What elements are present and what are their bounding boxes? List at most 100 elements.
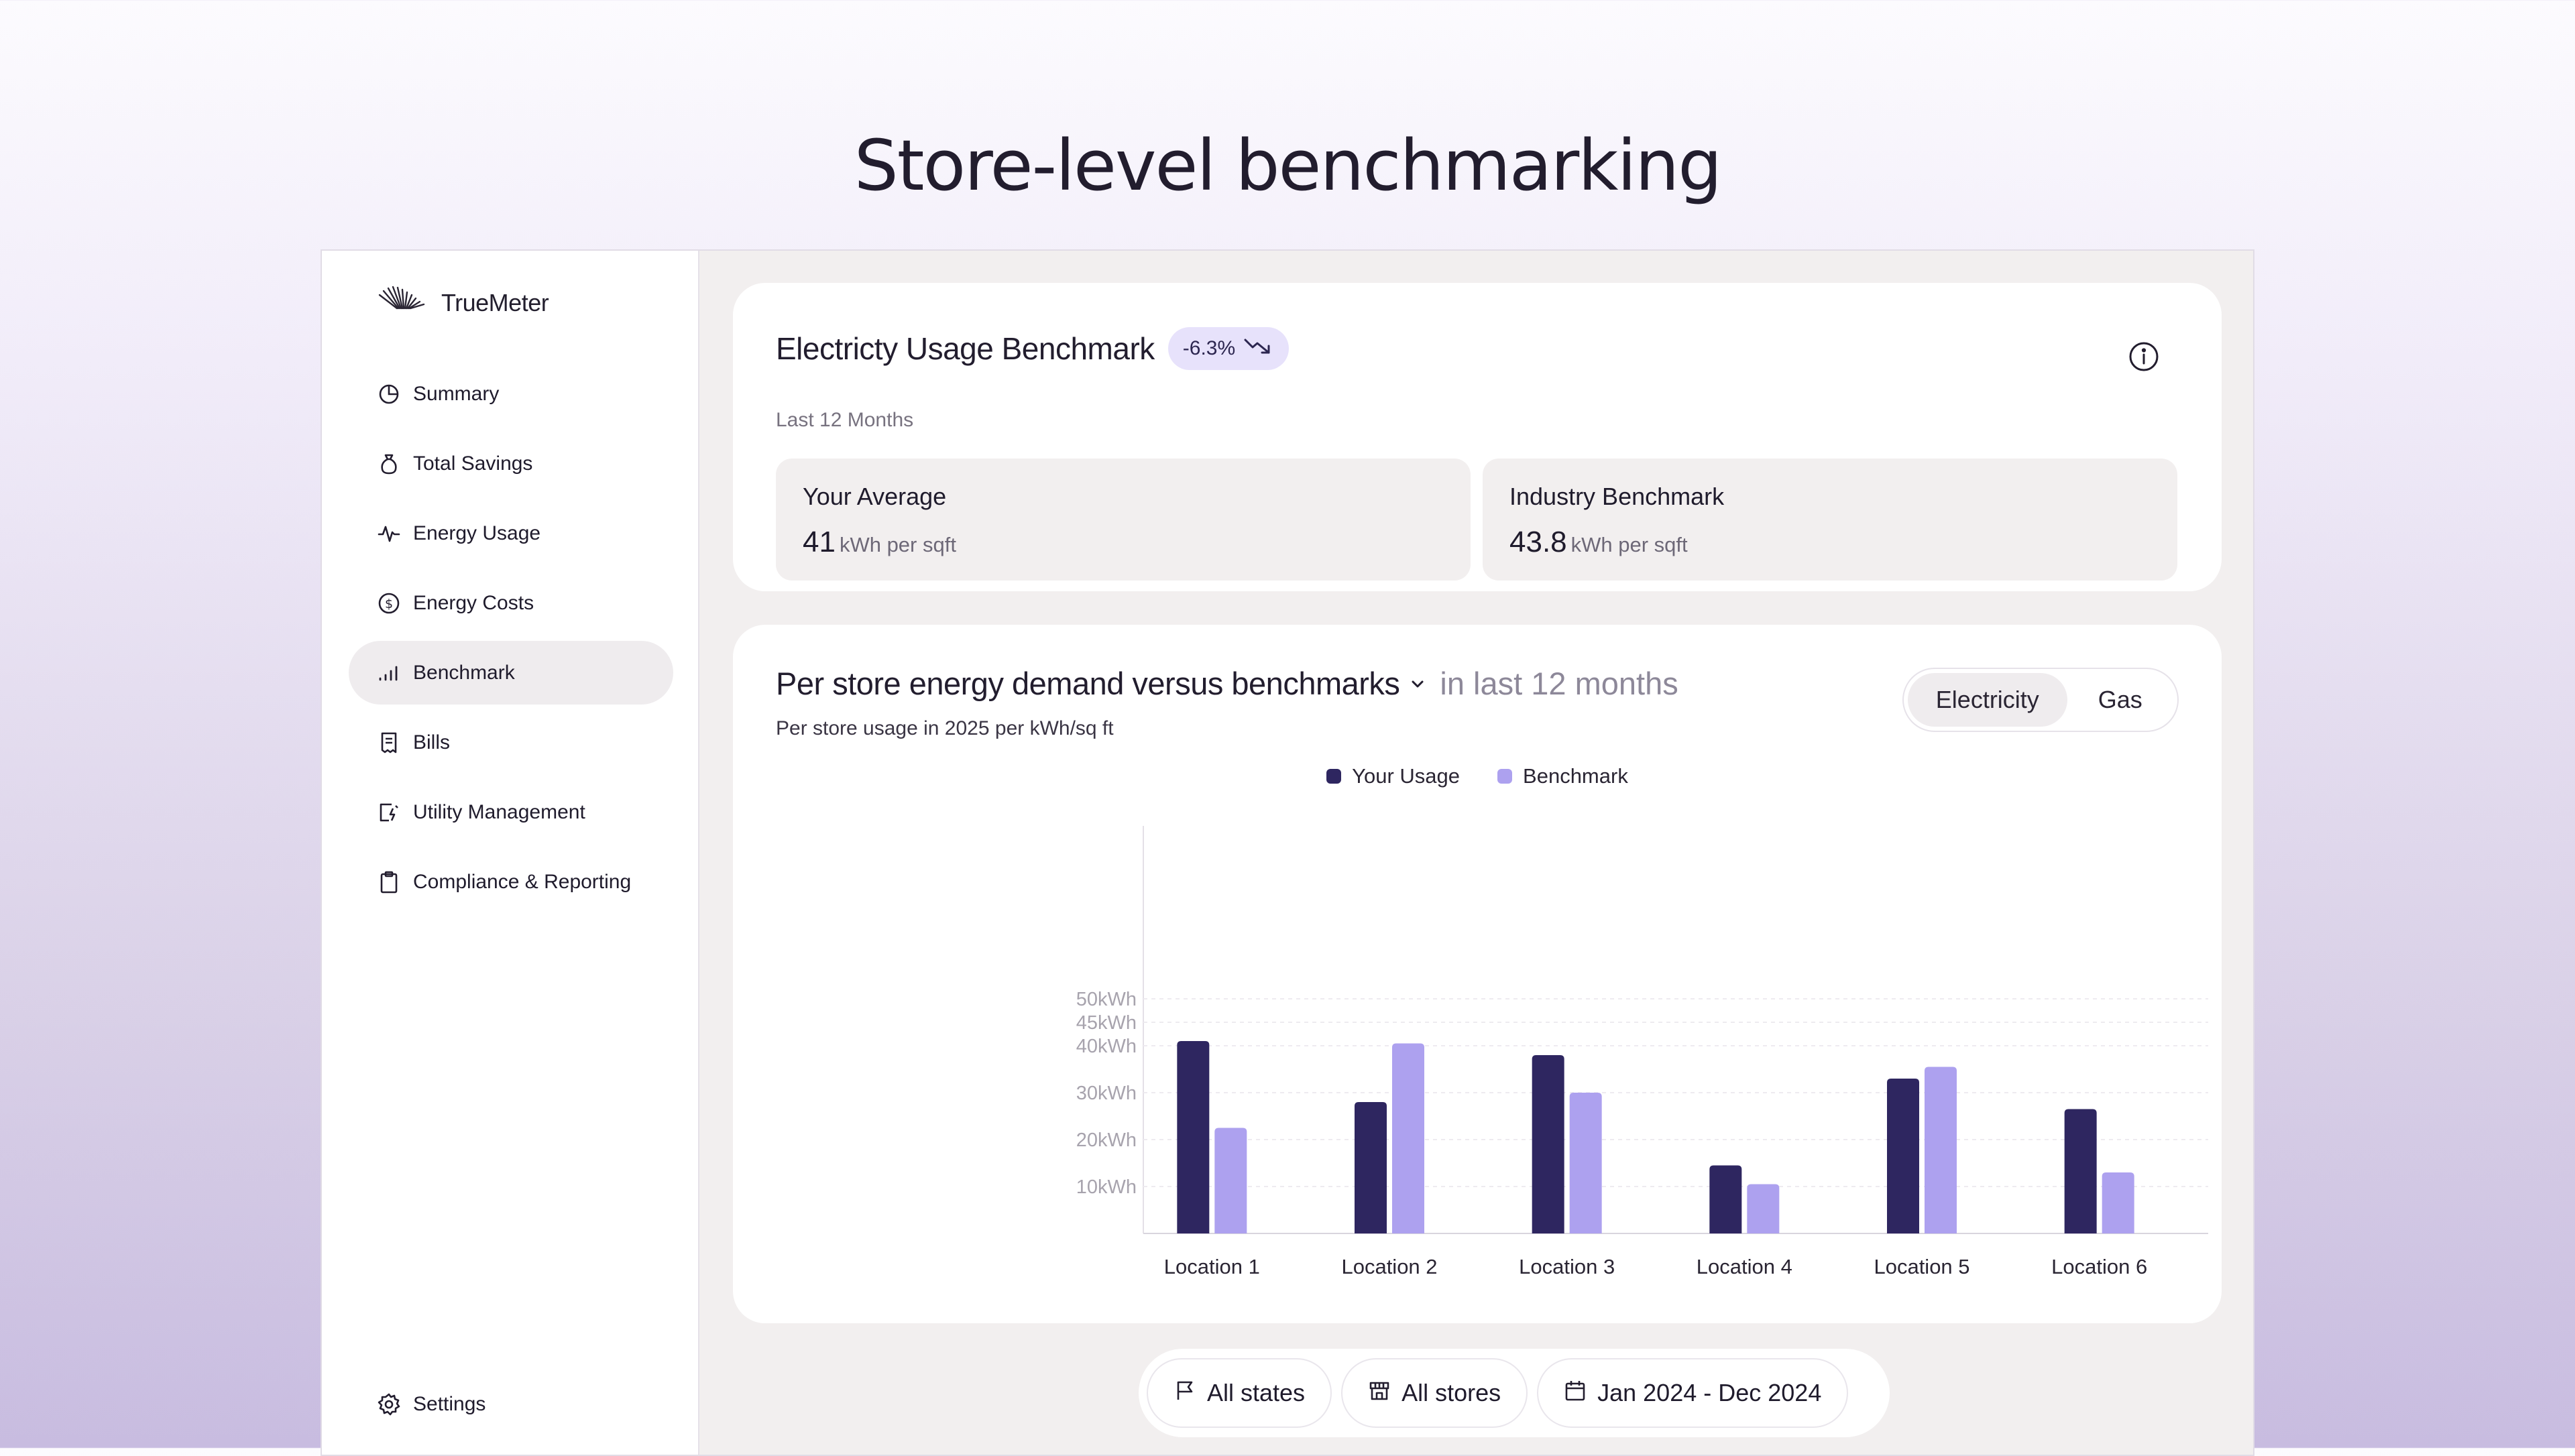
your-average-label: Your Average (803, 483, 947, 510)
legend-swatch (1326, 769, 1342, 784)
change-value: -6.3% (1182, 337, 1236, 359)
chart-period: in last 12 months (1440, 666, 1678, 701)
bar-benchmark[interactable] (1214, 1128, 1247, 1234)
x-tick-label: Location 2 (1341, 1255, 1437, 1278)
x-tick-label: Location 6 (2051, 1255, 2147, 1278)
bar-your-usage[interactable] (1709, 1165, 1742, 1234)
sidebar-item-label: Total Savings (413, 452, 533, 475)
energy-demand-chart-card: Per store energy demand versus benchmark… (733, 625, 2222, 1323)
card-title: Electricty Usage Benchmark (776, 331, 1155, 366)
bar-your-usage[interactable] (1177, 1041, 1210, 1233)
truemeter-logo[interactable]: TrueMeter (377, 286, 549, 320)
sidebar-item-label: Utility Management (413, 800, 585, 823)
states-filter-label: All states (1207, 1379, 1306, 1406)
sidebar-item-bills[interactable]: Bills (349, 711, 673, 774)
sidebar-item-compliance-reporting[interactable]: Compliance & Reporting (349, 850, 673, 914)
dollar-circle-icon: $ (377, 591, 401, 615)
your-average-stat: Your Average 41 kWh per sqft (776, 459, 1471, 581)
flag-icon (1174, 1379, 1207, 1408)
legend-label: Your Usage (1352, 764, 1461, 788)
sidebar-item-label: Energy Usage (413, 522, 541, 544)
sidebar: TrueMeter Summary Total Savings Energy U… (322, 251, 699, 1455)
legend-label: Benchmark (1523, 764, 1628, 788)
bar-your-usage[interactable] (1887, 1079, 1919, 1233)
card-subtitle: Last 12 Months (776, 409, 914, 431)
industry-benchmark-label: Industry Benchmark (1509, 483, 1725, 510)
bar-benchmark[interactable] (2102, 1172, 2134, 1233)
app-name: TrueMeter (441, 288, 549, 316)
chart-subtitle: Per store usage in 2025 per kWh/sq ft (776, 717, 1114, 739)
store-icon (1368, 1379, 1401, 1408)
y-tick-label: 40kWh (1076, 1036, 1137, 1057)
x-tick-label: Location 3 (1519, 1255, 1615, 1278)
bar-signal-icon (377, 661, 401, 685)
filter-bar: All states All stores Jan 2024 - Dec 202… (1139, 1349, 1890, 1437)
your-average-value: 41 (803, 526, 836, 558)
bar-benchmark[interactable] (1392, 1043, 1424, 1234)
fuel-toggle: Electricity Gas (1902, 668, 2179, 732)
sidebar-item-label: Summary (413, 382, 500, 405)
sidebar-item-energy-usage[interactable]: Energy Usage (349, 501, 673, 565)
x-tick-label: Location 5 (1874, 1255, 1969, 1278)
settings-label: Settings (413, 1392, 486, 1415)
sidebar-item-label: Energy Costs (413, 591, 534, 614)
calendar-icon (1564, 1379, 1597, 1408)
stores-filter-button[interactable]: All stores (1341, 1358, 1528, 1428)
clipboard-icon (377, 870, 401, 894)
bar-your-usage[interactable] (2064, 1109, 2097, 1234)
bar-your-usage[interactable] (1355, 1102, 1387, 1233)
legend-swatch (1497, 769, 1513, 784)
y-tick-label: 30kWh (1076, 1083, 1137, 1104)
usage-benchmark-card: Electricty Usage Benchmark -6.3% Last 12… (733, 283, 2222, 591)
sidebar-item-label: Benchmark (413, 661, 515, 684)
receipt-icon (377, 731, 401, 755)
page-title: Store-level benchmarking (854, 125, 1723, 206)
your-average-unit: kWh per sqft (839, 533, 956, 556)
utility-icon (377, 800, 401, 825)
chevron-down-icon[interactable] (1409, 675, 1426, 692)
y-tick-label: 20kWh (1076, 1130, 1137, 1151)
trend-down-icon (1235, 336, 1274, 361)
bar-benchmark[interactable] (1925, 1067, 1957, 1234)
sidebar-item-benchmark[interactable]: Benchmark (349, 641, 673, 705)
sidebar-item-settings[interactable]: Settings (349, 1372, 673, 1436)
bar-benchmark[interactable] (1569, 1093, 1602, 1233)
industry-benchmark-value: 43.8 (1509, 526, 1567, 558)
change-badge: -6.3% (1167, 327, 1290, 370)
legend-item-your-usage: Your Usage (1326, 764, 1460, 788)
y-tick-label: 50kWh (1076, 989, 1137, 1010)
svg-text:$: $ (385, 597, 393, 611)
states-filter-button[interactable]: All states (1147, 1358, 1332, 1428)
chart-legend: Your Usage Benchmark (733, 764, 2222, 788)
pulse-icon (377, 522, 401, 546)
sidebar-item-summary[interactable]: Summary (349, 362, 673, 426)
sidebar-item-utility-management[interactable]: Utility Management (349, 780, 673, 844)
sidebar-item-total-savings[interactable]: Total Savings (349, 432, 673, 495)
clock-pie-icon (377, 382, 401, 406)
bar-benchmark[interactable] (1747, 1184, 1780, 1234)
money-bag-icon (377, 452, 401, 476)
stores-filter-label: All stores (1401, 1379, 1501, 1406)
industry-benchmark-unit: kWh per sqft (1570, 533, 1688, 556)
logo-mark-icon (377, 286, 435, 320)
x-tick-label: Location 4 (1697, 1255, 1792, 1278)
sidebar-item-energy-costs[interactable]: $ Energy Costs (349, 571, 673, 635)
toggle-gas[interactable]: Gas (2098, 686, 2142, 713)
x-tick-label: Location 1 (1164, 1255, 1260, 1278)
industry-benchmark-stat: Industry Benchmark 43.8 kWh per sqft (1483, 459, 2177, 581)
sidebar-item-label: Bills (413, 731, 451, 753)
bar-your-usage[interactable] (1532, 1055, 1564, 1233)
y-tick-label: 10kWh (1076, 1176, 1137, 1198)
y-tick-label: 45kWh (1076, 1012, 1137, 1034)
sidebar-item-label: Compliance & Reporting (413, 870, 632, 893)
app-window: TrueMeter Summary Total Savings Energy U… (321, 249, 2254, 1456)
date-range-button[interactable]: Jan 2024 - Dec 2024 (1537, 1358, 1849, 1428)
chart-title[interactable]: Per store energy demand versus benchmark… (776, 666, 1400, 701)
toggle-electricity[interactable]: Electricity (1908, 673, 2067, 727)
legend-item-benchmark: Benchmark (1497, 764, 1628, 788)
sidebar-nav: Summary Total Savings Energy Usage $ Ene… (349, 362, 673, 920)
gear-icon (377, 1392, 401, 1416)
info-icon[interactable] (2128, 341, 2160, 376)
date-range-label: Jan 2024 - Dec 2024 (1597, 1379, 1822, 1406)
